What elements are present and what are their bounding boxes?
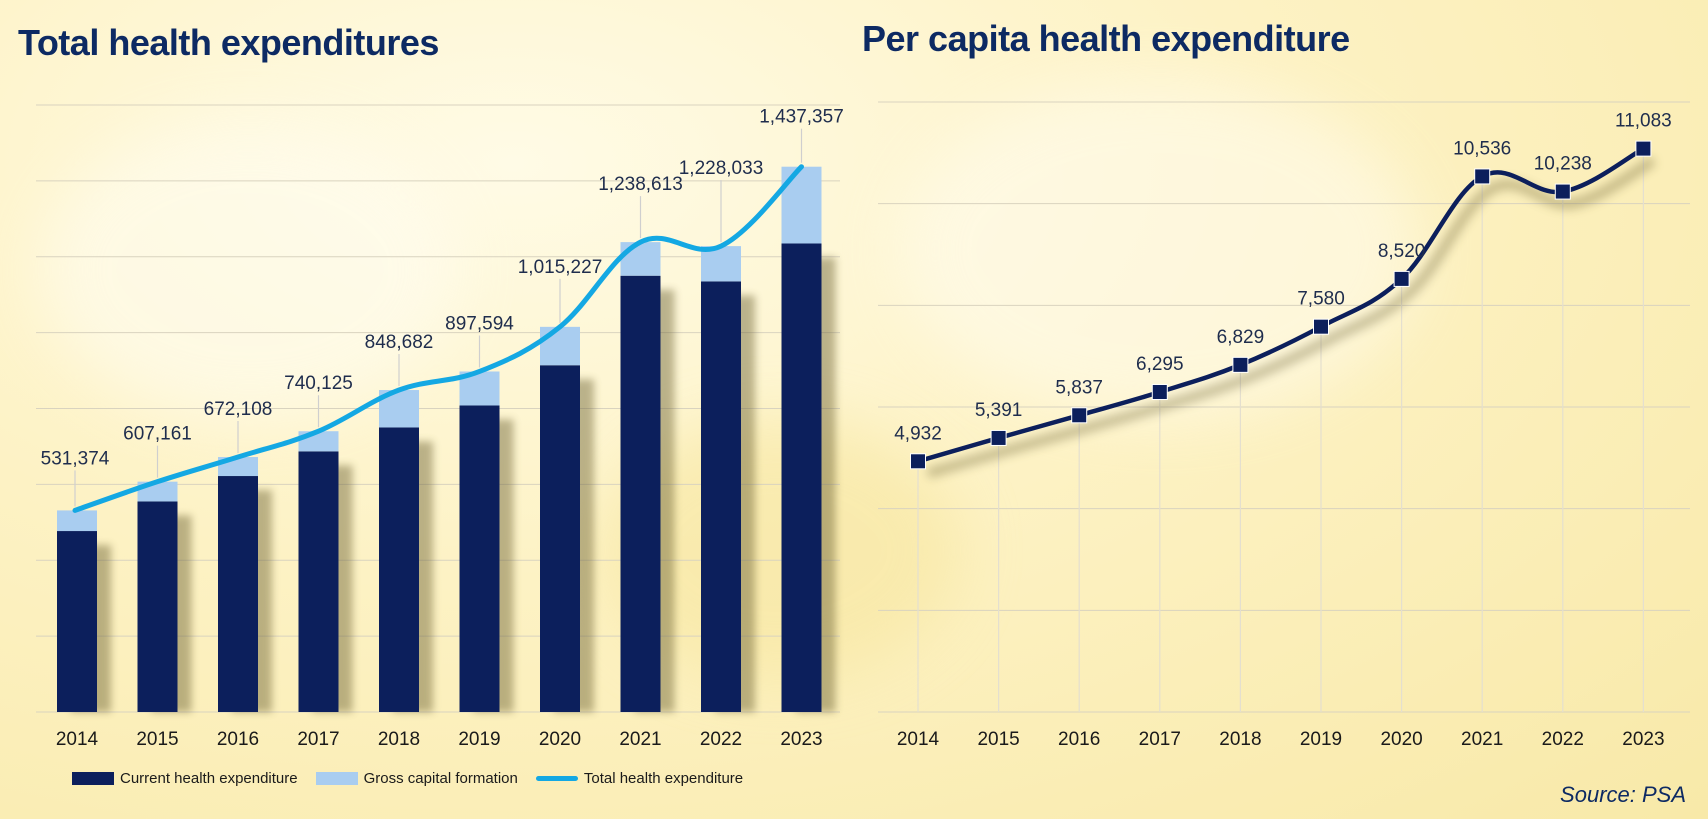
- bar-gross-2022: [701, 246, 741, 282]
- x-tick-label: 2021: [619, 729, 661, 750]
- bar-current-2014: [57, 531, 97, 712]
- x-tick-label: 2021: [1461, 729, 1503, 750]
- per-capita-line: [915, 146, 1646, 464]
- data-label-2017: 740,125: [284, 373, 353, 394]
- legend-label-total: Total health expenditure: [583, 770, 744, 787]
- total-health-expenditure-line: [72, 164, 804, 513]
- bar-current-2021: [620, 275, 661, 712]
- data-label-2014: 4,932: [894, 423, 942, 444]
- bar-current-2018: [379, 427, 419, 712]
- point-2014: [910, 453, 926, 470]
- point-2019: [1313, 318, 1329, 335]
- data-label-2015: 5,391: [975, 400, 1023, 421]
- point-2015: [990, 429, 1007, 446]
- x-tick-label: 2019: [458, 729, 500, 750]
- per-capita-title: Per capita health expenditure: [862, 18, 1350, 59]
- legend-swatch-current: [72, 772, 114, 785]
- legend-item-gross: Gross capital formation: [315, 770, 518, 787]
- legend-label-current: Current health expenditure: [120, 770, 298, 787]
- bar-gross-2021: [620, 242, 661, 276]
- point-2022: [1554, 183, 1571, 200]
- data-label-2021: 1,238,613: [598, 174, 683, 195]
- point-2023: [1635, 140, 1652, 157]
- data-label-2018: 848,682: [365, 332, 434, 353]
- data-label-2020: 8,520: [1378, 241, 1426, 262]
- x-tick-label: 2017: [1139, 729, 1181, 750]
- x-tick-label: 2018: [378, 729, 420, 750]
- bar-gross-2014: [57, 510, 97, 532]
- data-label-2022: 10,238: [1534, 154, 1592, 175]
- point-2016: [1071, 407, 1088, 424]
- bar-current-2023: [781, 243, 822, 713]
- x-tick-label: 2014: [897, 729, 940, 750]
- bar-current-2020: [540, 365, 580, 712]
- bar-current-2016: [218, 476, 258, 712]
- data-label-2022: 1,228,033: [679, 158, 764, 179]
- bar-gross-2020: [540, 326, 580, 366]
- x-tick-label: 2023: [1622, 729, 1664, 750]
- x-tick-label: 2023: [780, 729, 822, 750]
- bar-current-2019: [459, 405, 500, 712]
- x-tick-label: 2015: [977, 729, 1019, 750]
- data-label-2020: 1,015,227: [518, 257, 603, 278]
- data-label-2021: 10,536: [1453, 138, 1511, 159]
- legend-item-total: Total health expenditure: [535, 770, 744, 787]
- data-label-2018: 6,829: [1217, 327, 1265, 348]
- x-tick-label: 2017: [297, 729, 339, 750]
- source-credit: Source: PSA: [1560, 782, 1686, 807]
- point-2017: [1151, 384, 1168, 401]
- data-label-2014: 531,374: [41, 448, 110, 469]
- x-tick-label: 2015: [136, 729, 178, 750]
- point-2020: [1393, 270, 1410, 287]
- legend-label-gross: Gross capital formation: [363, 770, 518, 787]
- legend-swatch-gross: [315, 772, 358, 785]
- data-label-2023: 1,437,357: [759, 107, 844, 128]
- chart-legend: Current health expenditure Gross capital…: [72, 770, 743, 787]
- total-health-expenditures-title: Total health expenditures: [18, 22, 439, 63]
- x-tick-label: 2016: [1058, 729, 1100, 750]
- x-tick-label: 2020: [1380, 729, 1422, 750]
- data-label-2016: 672,108: [204, 399, 273, 420]
- data-label-2015: 607,161: [123, 424, 192, 445]
- data-label-2023: 11,083: [1615, 111, 1672, 132]
- bar-current-2022: [701, 281, 741, 712]
- x-tick-label: 2014: [56, 729, 99, 750]
- data-label-2017: 6,295: [1136, 354, 1184, 375]
- x-tick-label: 2018: [1219, 729, 1261, 750]
- bar-current-2015: [137, 501, 178, 712]
- data-label-2016: 5,837: [1055, 377, 1103, 398]
- x-tick-label: 2020: [539, 729, 581, 750]
- legend-item-current: Current health expenditure: [72, 770, 298, 787]
- per-capita-chart: 4,932 2014 5,391 2015 5,837 2016 6,295 2017 6,82…: [878, 101, 1690, 750]
- point-2021: [1474, 168, 1491, 185]
- x-tick-label: 2022: [700, 729, 742, 750]
- data-label-2019: 897,594: [445, 313, 514, 334]
- point-2018: [1232, 356, 1249, 373]
- x-tick-label: 2016: [217, 729, 259, 750]
- line-shadow: [926, 156, 1656, 479]
- x-tick-label: 2022: [1542, 729, 1584, 750]
- x-tick-label: 2019: [1300, 729, 1342, 750]
- total-health-expenditures-chart: 2014 2015 2016 2017 2018 2019 2020 2021 2022 2023…: [36, 104, 844, 750]
- data-label-2019: 7,580: [1297, 289, 1345, 310]
- bar-current-2017: [298, 451, 339, 712]
- legend-swatch-total: [535, 776, 578, 781]
